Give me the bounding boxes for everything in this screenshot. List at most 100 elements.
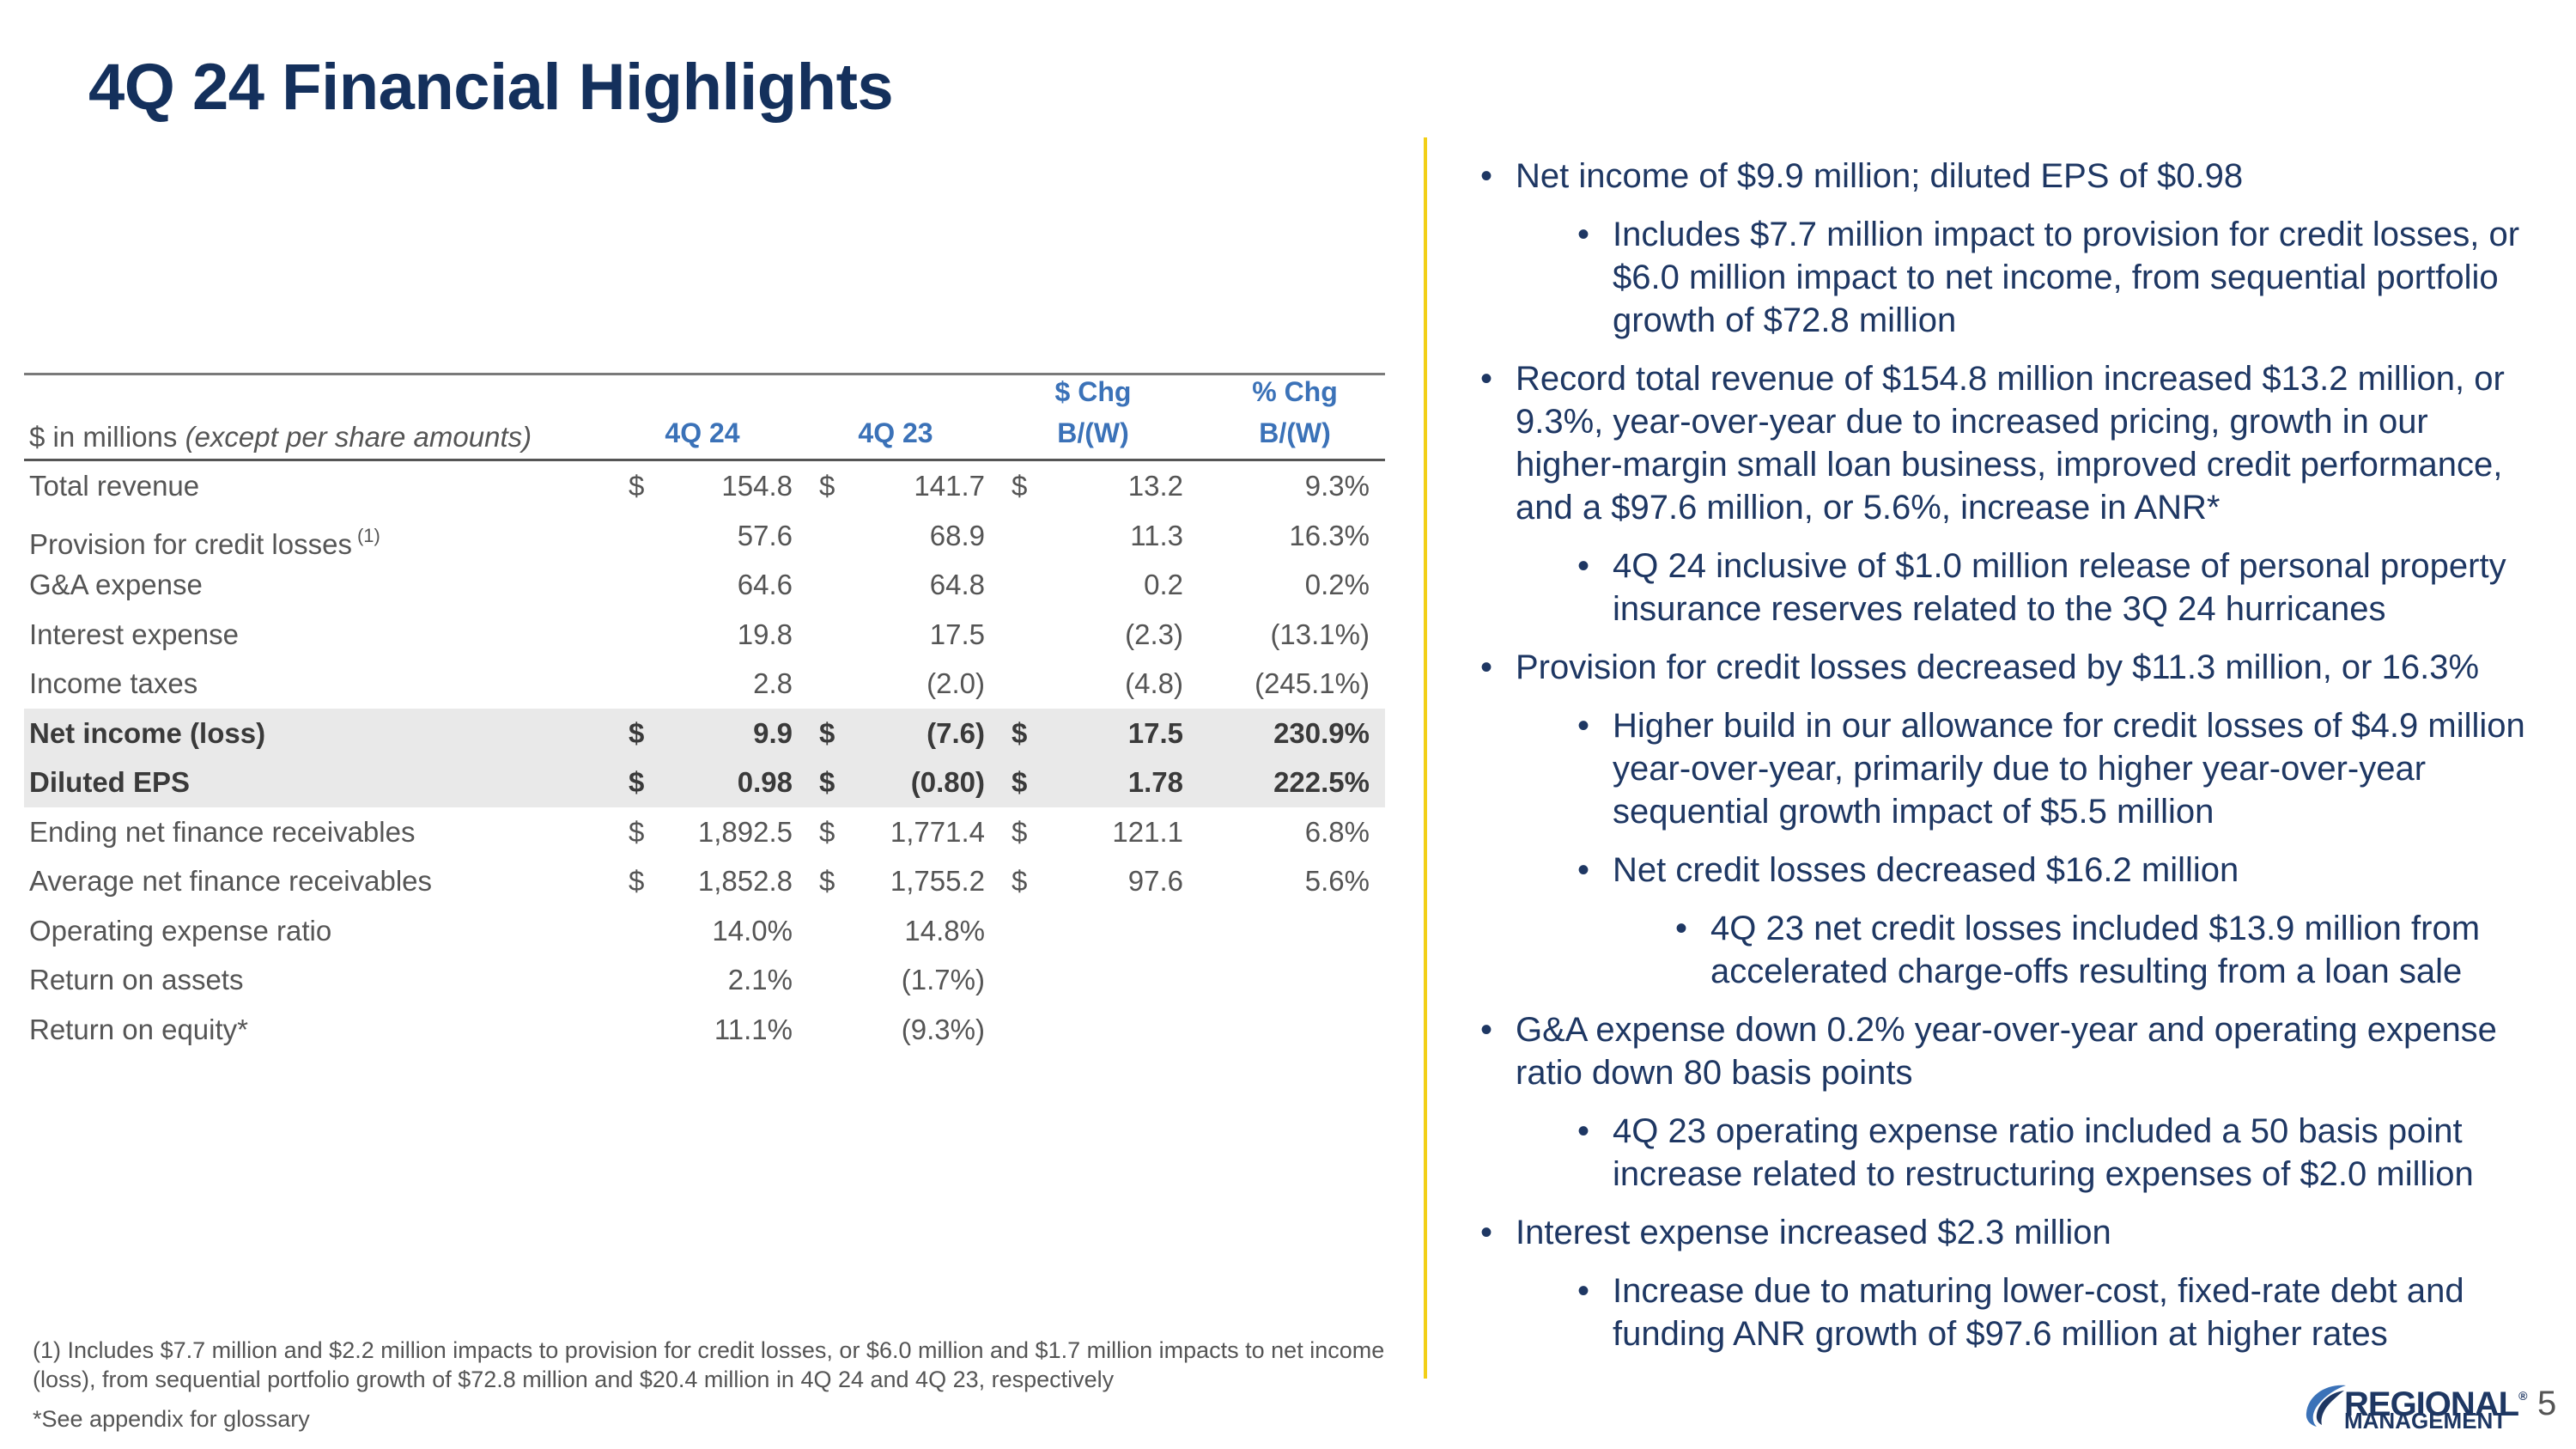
table-row: Ending net finance receivables $1,892.5 $1… — [24, 807, 1385, 857]
header-units-label: $ in millions (except per share amounts) — [29, 421, 532, 454]
currency-4q23-text: $ — [819, 865, 835, 897]
highlights-bullet-list: Net income of $9.9 million; diluted EPS … — [1477, 155, 2542, 1355]
value-dollar-chg: (4.8) — [1125, 659, 1183, 709]
value-4q24-text: 64.6 — [737, 569, 793, 600]
bullet-level-1: Provision for credit losses decreased by… — [1477, 646, 2542, 689]
value-4q24: 64.6 — [738, 560, 793, 610]
value-4q23-text: 141.7 — [914, 470, 985, 502]
value-pct-chg-text: 16.3% — [1289, 519, 1370, 551]
currency-4q24: $ — [629, 856, 644, 906]
currency-4q24: $ — [629, 709, 644, 758]
value-dollar-chg-text: (4.8) — [1125, 667, 1183, 699]
currency-4q23-text: $ — [819, 766, 835, 798]
currency-dollar-chg-text: $ — [1012, 470, 1028, 502]
row-label-text: Operating expense ratio — [29, 914, 332, 947]
value-4q23-text: (0.80) — [910, 766, 985, 798]
value-4q23: 64.8 — [930, 560, 985, 610]
currency-4q23-text: $ — [819, 470, 835, 502]
value-pct-chg: 222.5% — [1273, 758, 1370, 807]
row-label-text: Return on assets — [29, 964, 244, 995]
table-row: Diluted EPS $0.98 $ (0.80) $1.78 222.5% — [24, 758, 1385, 807]
value-4q24-text: 2.8 — [753, 667, 793, 699]
header-col-pct-chg: % Chg B/(W) — [1235, 371, 1355, 454]
table-row: Return on equity* 11.1% (9.3%) — [24, 1005, 1385, 1055]
currency-4q24: $ — [629, 807, 644, 857]
row-label-text: Total revenue — [29, 470, 200, 502]
bullet-level-2: Higher build in our allowance for credit… — [1477, 704, 2542, 833]
value-dollar-chg: 11.3 — [1130, 511, 1183, 561]
dollar-chg-line1: $ Chg — [1054, 376, 1132, 407]
value-4q23: (9.3%) — [902, 1005, 985, 1055]
currency-4q23-text: $ — [819, 815, 835, 848]
pct-chg-line2: B/(W) — [1259, 417, 1331, 448]
row-label: Interest expense — [29, 610, 239, 660]
currency-4q24-text: $ — [629, 766, 645, 798]
value-4q24-text: 11.1% — [714, 1013, 793, 1045]
bullet-level-2: 4Q 23 operating expense ratio included a… — [1477, 1110, 2542, 1196]
value-4q23-text: 1,771.4 — [890, 815, 985, 848]
value-4q24-text: 1,892.5 — [697, 815, 793, 848]
bullet-level-1: Record total revenue of $154.8 million i… — [1477, 357, 2542, 529]
value-4q23: (2.0) — [927, 659, 985, 709]
value-4q24: 0.98 — [738, 758, 793, 807]
value-4q24: 1,892.5 — [698, 807, 793, 857]
value-dollar-chg-text: 121.1 — [1112, 815, 1183, 848]
currency-4q24-text: $ — [629, 470, 645, 502]
row-label-text: Interest expense — [29, 618, 239, 650]
value-4q23: 1,771.4 — [890, 807, 985, 857]
row-label: Total revenue — [29, 461, 199, 511]
value-pct-chg: (245.1%) — [1255, 659, 1370, 709]
table-row: Average net finance receivables $1,852.8 $… — [24, 856, 1385, 906]
table-row: Provision for credit losses (1) 57.6 68.9 11… — [24, 511, 1385, 561]
currency-dollar-chg-text: $ — [1012, 865, 1028, 897]
value-4q24: 9.9 — [753, 709, 793, 758]
row-label-text: Income taxes — [29, 667, 198, 699]
value-dollar-chg-text: 13.2 — [1127, 470, 1183, 502]
row-label-text: Provision for credit losses — [29, 527, 352, 560]
currency-4q24-text: $ — [629, 815, 645, 848]
row-label: Average net finance receivables — [29, 856, 432, 906]
row-label: Net income (loss) — [29, 709, 265, 758]
value-4q23-text: 14.8% — [904, 914, 985, 947]
company-logo: REGIONAL® MANAGEMENT — [2301, 1379, 2527, 1432]
value-pct-chg: 0.2% — [1305, 560, 1370, 610]
value-dollar-chg: 17.5 — [1128, 709, 1183, 758]
table-header: $ in millions (except per share amounts)… — [24, 375, 1385, 461]
value-4q24: 154.8 — [721, 461, 793, 511]
value-dollar-chg: 13.2 — [1128, 461, 1183, 511]
currency-4q23: $ — [819, 856, 835, 906]
row-label-text: Ending net finance receivables — [29, 815, 416, 848]
row-label: Return on assets — [29, 955, 243, 1005]
table-row: Total revenue $154.8 $141.7 $13.2 9.3% — [24, 461, 1385, 511]
value-dollar-chg-text: 97.6 — [1127, 865, 1183, 897]
value-pct-chg: 9.3% — [1305, 461, 1370, 511]
value-dollar-chg-text: 17.5 — [1127, 716, 1183, 749]
value-pct-chg-text: 6.8% — [1304, 815, 1370, 848]
currency-dollar-chg: $ — [1012, 461, 1027, 511]
currency-dollar-chg-text: $ — [1012, 815, 1028, 848]
value-pct-chg: 230.9% — [1273, 709, 1370, 758]
row-label-text: G&A expense — [29, 569, 203, 600]
value-4q24-text: 154.8 — [721, 470, 793, 502]
value-pct-chg-text: 222.5% — [1273, 766, 1370, 798]
value-pct-chg-text: 0.2% — [1304, 569, 1370, 600]
value-4q24: 14.0% — [712, 906, 793, 956]
table-row: Interest expense 19.8 17.5 (2.3) (13.1%) — [24, 610, 1385, 660]
header-col-4q24: 4Q 24 — [665, 417, 740, 448]
value-4q24: 19.8 — [738, 610, 793, 660]
logo-line1-text: REGIONAL — [2344, 1385, 2519, 1423]
units-italic-text: (except per share amounts) — [185, 421, 532, 453]
currency-4q23: $ — [819, 758, 835, 807]
units-text: $ in millions — [29, 421, 185, 453]
row-label: Return on equity* — [29, 1005, 248, 1055]
table-row: G&A expense 64.6 64.8 0.2 0.2% — [24, 560, 1385, 610]
glossary-note: *See appendix for glossary — [33, 1406, 310, 1432]
bullet-level-2: Net credit losses decreased $16.2 millio… — [1477, 849, 2542, 892]
currency-dollar-chg-text: $ — [1012, 716, 1028, 749]
bullet-level-1: Interest expense increased $2.3 million — [1477, 1211, 2542, 1254]
value-4q24-text: 1,852.8 — [697, 865, 793, 897]
value-4q23-text: (1.7%) — [901, 964, 985, 995]
footnote-marker: (1) — [356, 524, 380, 546]
row-label-text: Return on equity* — [29, 1013, 248, 1045]
value-4q23-text: (9.3%) — [901, 1013, 985, 1045]
